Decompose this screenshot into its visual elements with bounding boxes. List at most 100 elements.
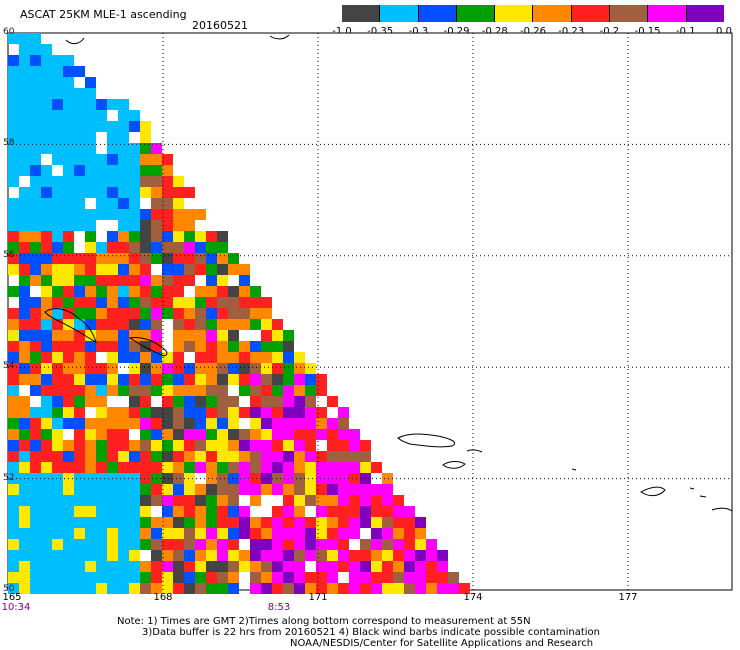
swath-cell — [382, 517, 393, 528]
swath-cell — [129, 143, 140, 154]
swath-cell — [63, 440, 74, 451]
latitude-tick-label: 60 — [3, 27, 15, 37]
swath-cell — [52, 539, 63, 550]
swath-cell — [371, 484, 382, 495]
swath-cell — [173, 275, 184, 286]
swath-cell — [129, 110, 140, 121]
swath-cell — [239, 297, 250, 308]
swath-cell — [19, 165, 30, 176]
coastline-island — [640, 486, 666, 497]
swath-cell — [217, 495, 228, 506]
swath-cell — [41, 143, 52, 154]
swath-cell — [85, 561, 96, 572]
swath-cell — [74, 429, 85, 440]
swath-cell — [162, 572, 173, 583]
swath-cell — [195, 429, 206, 440]
swath-cell — [228, 473, 239, 484]
swath-cell — [140, 583, 151, 594]
swath-cell — [96, 418, 107, 429]
swath-cell — [184, 385, 195, 396]
swath-cell — [195, 583, 206, 594]
swath-cell — [338, 550, 349, 561]
swath-cell — [151, 451, 162, 462]
swath-cell — [96, 165, 107, 176]
swath-cell — [19, 517, 30, 528]
swath-cell — [8, 561, 19, 572]
swath-cell — [184, 572, 195, 583]
legend-tick-label: -0.2 — [599, 26, 620, 37]
swath-cell — [19, 44, 30, 55]
swath-cell — [107, 121, 118, 132]
swath-cell — [118, 165, 129, 176]
swath-cell — [162, 220, 173, 231]
swath-cell — [338, 418, 349, 429]
swath-cell — [129, 583, 140, 594]
swath-cell — [63, 99, 74, 110]
swath-cell — [195, 363, 206, 374]
swath-cell — [52, 187, 63, 198]
swath-cell — [316, 484, 327, 495]
swath-cell — [19, 253, 30, 264]
swath-cell — [8, 440, 19, 451]
swath-cell — [162, 286, 173, 297]
swath-cell — [151, 407, 162, 418]
swath-cell — [151, 198, 162, 209]
swath-cell — [74, 484, 85, 495]
swath-cell — [217, 418, 228, 429]
swath-cell — [228, 539, 239, 550]
swath-cell — [52, 55, 63, 66]
swath-cell — [140, 308, 151, 319]
swath-cell — [107, 176, 118, 187]
swath-cell — [371, 550, 382, 561]
swath-cell — [261, 473, 272, 484]
swath-cell — [30, 198, 41, 209]
swath-cell — [228, 286, 239, 297]
swath-cell — [85, 572, 96, 583]
swath-cell — [184, 220, 195, 231]
swath-cell — [294, 385, 305, 396]
ascat-swath — [8, 33, 470, 594]
swath-cell — [30, 242, 41, 253]
swath-cell — [41, 231, 52, 242]
swath-cell — [63, 264, 74, 275]
swath-cell — [272, 462, 283, 473]
swath-cell — [305, 484, 316, 495]
note-line-2: 3)Data buffer is 22 hrs from 20160521 4)… — [142, 627, 600, 638]
swath-cell — [63, 209, 74, 220]
swath-cell — [294, 528, 305, 539]
swath-cell — [140, 473, 151, 484]
swath-cell — [118, 330, 129, 341]
coastline-island — [269, 34, 290, 40]
swath-cell — [393, 550, 404, 561]
swath-cell — [96, 264, 107, 275]
swath-cell — [206, 572, 217, 583]
swath-cell — [63, 286, 74, 297]
pass-time-label: 10:34 — [1, 602, 31, 613]
legend-swatch — [456, 5, 496, 22]
swath-cell — [19, 319, 30, 330]
swath-cell — [327, 561, 338, 572]
swath-cell — [217, 539, 228, 550]
swath-cell — [250, 396, 261, 407]
swath-cell — [19, 550, 30, 561]
swath-cell — [30, 275, 41, 286]
swath-cell — [19, 187, 30, 198]
swath-cell — [19, 583, 30, 594]
swath-cell — [63, 341, 74, 352]
swath-cell — [217, 253, 228, 264]
swath-cell — [349, 528, 360, 539]
swath-cell — [74, 374, 85, 385]
swath-cell — [140, 495, 151, 506]
swath-cell — [19, 396, 30, 407]
swath-cell — [85, 110, 96, 121]
swath-cell — [195, 231, 206, 242]
swath-cell — [118, 583, 129, 594]
swath-cell — [74, 451, 85, 462]
swath-cell — [173, 220, 184, 231]
swath-cell — [8, 418, 19, 429]
swath-cell — [19, 297, 30, 308]
swath-cell — [30, 66, 41, 77]
swath-cell — [316, 561, 327, 572]
swath-cell — [217, 561, 228, 572]
swath-cell — [228, 572, 239, 583]
